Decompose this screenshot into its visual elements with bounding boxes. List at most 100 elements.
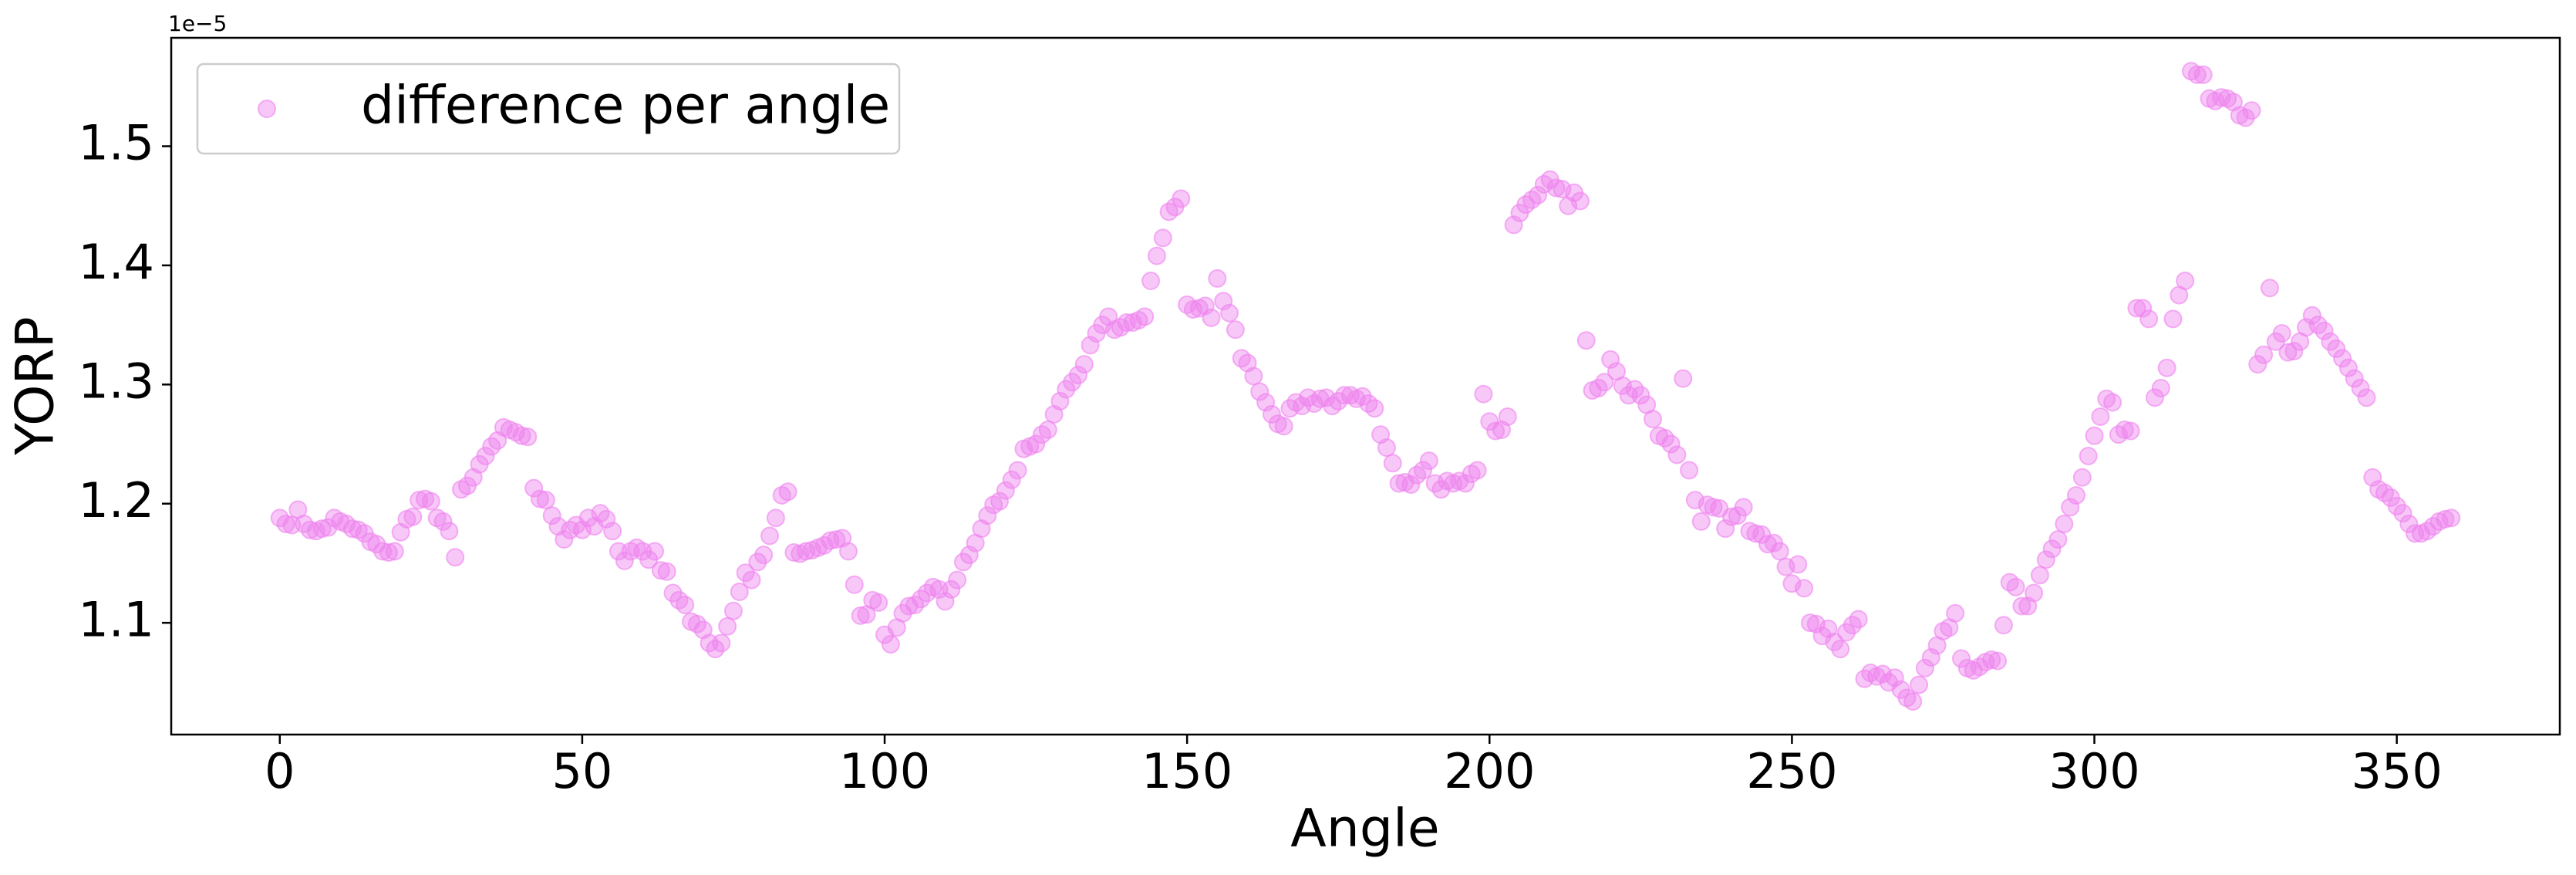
dot — [2333, 349, 2352, 368]
dot — [1202, 308, 1221, 327]
dot — [1800, 613, 1819, 633]
y-tick-label: 1.4 — [78, 234, 154, 290]
dot — [2012, 596, 2031, 616]
dot — [1831, 640, 1850, 659]
dot — [1667, 445, 1687, 465]
dot — [996, 481, 1015, 500]
dot — [1661, 434, 1681, 454]
dot — [446, 548, 465, 567]
dot — [1468, 461, 1487, 480]
dot — [2393, 504, 2412, 523]
x-tick-label: 100 — [839, 743, 930, 799]
dot — [2272, 323, 2291, 343]
dot — [2048, 530, 2068, 549]
dot — [2157, 358, 2176, 377]
dot — [1746, 524, 1765, 543]
x-tick-label: 50 — [551, 743, 612, 799]
dot — [276, 515, 295, 533]
dot — [2193, 65, 2213, 84]
dot — [2030, 566, 2049, 585]
y-offset-label: 1e−5 — [168, 11, 227, 36]
dot — [1226, 320, 1245, 340]
dot — [2072, 468, 2092, 487]
dot — [2345, 369, 2364, 388]
dot — [2176, 272, 2195, 290]
dot — [1377, 438, 1396, 458]
dot — [754, 546, 774, 565]
dot — [1546, 178, 1566, 198]
dot — [2236, 108, 2255, 127]
dot — [663, 583, 683, 603]
dot — [1486, 421, 1505, 441]
dot — [736, 563, 755, 583]
dot — [646, 542, 665, 561]
dot — [2248, 355, 2267, 374]
y-axis-label: YORP — [5, 316, 66, 456]
dot — [748, 552, 767, 572]
dot — [440, 522, 459, 541]
dot — [1455, 474, 1475, 493]
legend-label: difference per angle — [361, 76, 890, 137]
dot — [723, 601, 743, 620]
dot — [730, 583, 749, 602]
dot — [869, 593, 888, 612]
dot — [2442, 508, 2461, 528]
dot — [403, 507, 423, 526]
dot — [845, 575, 864, 594]
dot — [2139, 309, 2159, 329]
dot — [1825, 632, 1844, 651]
x-tick-label: 250 — [1746, 743, 1837, 799]
dot — [1674, 369, 1693, 388]
dot — [1153, 228, 1172, 248]
dot — [2399, 515, 2419, 533]
dot — [760, 526, 780, 546]
dot — [651, 561, 670, 580]
dot — [2066, 485, 2085, 505]
dot — [312, 519, 332, 539]
dot — [742, 570, 761, 590]
dot — [1644, 410, 1663, 429]
y-tick-label: 1.5 — [78, 115, 154, 171]
dot — [1401, 475, 1421, 495]
dot — [1063, 373, 1082, 392]
dot — [1631, 386, 1650, 405]
dot — [978, 506, 997, 525]
dot — [1419, 451, 1438, 471]
dot — [1734, 498, 1753, 517]
dot — [1680, 461, 1699, 480]
dot — [1915, 658, 1934, 677]
dot — [827, 530, 846, 549]
dot — [2242, 101, 2261, 120]
x-tick-label: 200 — [1444, 743, 1535, 799]
y-tick-label: 1.3 — [78, 353, 154, 409]
dot — [1795, 579, 1814, 598]
dot — [712, 633, 731, 653]
dot — [1068, 365, 1087, 384]
dot — [1038, 421, 1057, 440]
dot — [1353, 387, 1372, 406]
dot — [1274, 417, 1293, 436]
dot — [530, 489, 549, 508]
dot — [766, 508, 785, 528]
dot — [1141, 272, 1161, 290]
dot — [1244, 367, 1263, 386]
dot — [1988, 651, 2008, 671]
dot — [476, 446, 495, 465]
dot — [1365, 399, 1384, 418]
x-axis-label: Angle — [1290, 799, 1440, 860]
dot — [2357, 388, 2376, 407]
dot — [1220, 303, 1239, 323]
dot — [1498, 407, 1517, 427]
dot — [1250, 382, 1269, 401]
dot — [942, 579, 961, 599]
dot — [524, 478, 544, 498]
dot — [536, 491, 555, 510]
dot — [1951, 649, 1971, 668]
dot — [1529, 185, 1548, 204]
dot — [1789, 555, 1808, 574]
dot — [2006, 577, 2025, 596]
dot — [2315, 321, 2334, 340]
dot — [555, 530, 574, 549]
dot — [1057, 380, 1076, 399]
